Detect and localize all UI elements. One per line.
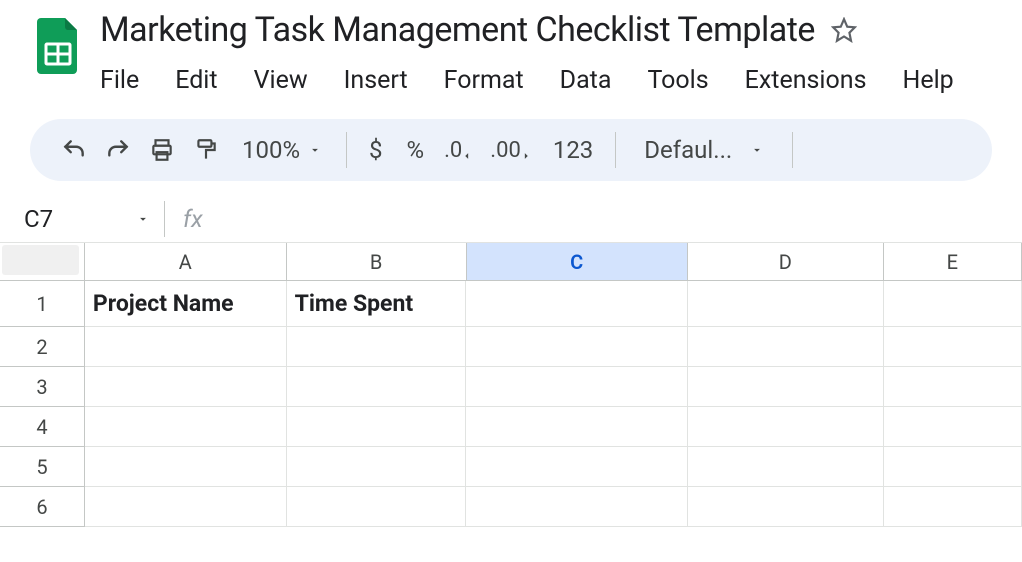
- font-name: Defaul...: [644, 136, 732, 164]
- menu-extensions[interactable]: Extensions: [727, 60, 885, 101]
- row-header[interactable]: 5: [0, 447, 85, 487]
- cell[interactable]: [287, 487, 467, 527]
- menu-file[interactable]: File: [100, 60, 157, 101]
- menu-view[interactable]: View: [236, 60, 326, 101]
- row-header[interactable]: 1: [0, 281, 85, 327]
- zoom-dropdown[interactable]: 100%: [228, 136, 336, 164]
- name-box[interactable]: C7: [0, 205, 164, 233]
- cell[interactable]: [287, 407, 467, 447]
- increase-decimal-button[interactable]: .00: [482, 128, 541, 172]
- print-button[interactable]: [140, 128, 184, 172]
- zoom-value: 100%: [242, 136, 300, 164]
- paint-format-button[interactable]: [184, 128, 228, 172]
- chevron-down-icon: [750, 143, 764, 157]
- fx-label: fx: [165, 205, 221, 233]
- spreadsheet-grid: ABCDE 1Project NameTime Spent 23456: [0, 243, 1022, 527]
- toolbar: 100% $ % .0 .00 123 Defaul...: [30, 119, 992, 181]
- cell[interactable]: [688, 487, 884, 527]
- cell[interactable]: [688, 281, 884, 327]
- cell[interactable]: [466, 447, 687, 487]
- cell[interactable]: [466, 327, 687, 367]
- cell[interactable]: Project Name: [85, 281, 287, 327]
- cell[interactable]: Time Spent: [287, 281, 467, 327]
- cell[interactable]: [466, 487, 687, 527]
- menu-bar: File Edit View Insert Format Data Tools …: [100, 60, 1022, 101]
- redo-button[interactable]: [96, 128, 140, 172]
- column-header[interactable]: E: [884, 243, 1022, 281]
- select-all-corner[interactable]: [0, 243, 85, 281]
- menu-insert[interactable]: Insert: [326, 60, 426, 101]
- column-header[interactable]: D: [688, 243, 884, 281]
- toolbar-separator: [346, 132, 347, 168]
- menu-edit[interactable]: Edit: [157, 60, 235, 101]
- cell[interactable]: [466, 407, 687, 447]
- cell-reference: C7: [24, 205, 53, 233]
- cell[interactable]: [85, 407, 287, 447]
- cell[interactable]: [688, 407, 884, 447]
- chevron-down-icon: [136, 212, 150, 226]
- cell[interactable]: [85, 327, 287, 367]
- cell[interactable]: [884, 447, 1022, 487]
- cell[interactable]: [287, 327, 467, 367]
- column-header[interactable]: B: [287, 243, 467, 281]
- cell[interactable]: [466, 367, 687, 407]
- row-header[interactable]: 2: [0, 327, 85, 367]
- undo-button[interactable]: [52, 128, 96, 172]
- more-formats-button[interactable]: 123: [541, 136, 605, 164]
- currency-format-button[interactable]: $: [357, 136, 395, 164]
- cell[interactable]: [688, 327, 884, 367]
- cell[interactable]: [688, 367, 884, 407]
- menu-data[interactable]: Data: [542, 60, 630, 101]
- cell[interactable]: [884, 327, 1022, 367]
- cell[interactable]: [884, 367, 1022, 407]
- cell[interactable]: [287, 367, 467, 407]
- row-header[interactable]: 6: [0, 487, 85, 527]
- column-header[interactable]: A: [85, 243, 287, 281]
- document-title[interactable]: Marketing Task Management Checklist Temp…: [100, 10, 815, 50]
- column-header[interactable]: C: [467, 243, 688, 281]
- row-header[interactable]: 4: [0, 407, 85, 447]
- cell[interactable]: [287, 447, 467, 487]
- menu-help[interactable]: Help: [884, 60, 971, 101]
- cell[interactable]: [884, 487, 1022, 527]
- cell[interactable]: [688, 447, 884, 487]
- chevron-down-icon: [308, 143, 322, 157]
- sheets-logo[interactable]: [30, 18, 88, 76]
- toolbar-separator: [792, 132, 793, 168]
- cell[interactable]: [884, 407, 1022, 447]
- cell[interactable]: [466, 281, 687, 327]
- cell[interactable]: [884, 281, 1022, 327]
- decrease-decimal-button[interactable]: .0: [436, 128, 482, 172]
- menu-format[interactable]: Format: [426, 60, 542, 101]
- row-header[interactable]: 3: [0, 367, 85, 407]
- font-dropdown[interactable]: Defaul...: [626, 136, 782, 164]
- formula-bar[interactable]: [221, 195, 1022, 242]
- percent-format-button[interactable]: %: [395, 136, 437, 164]
- cell[interactable]: [85, 487, 287, 527]
- cell[interactable]: [85, 367, 287, 407]
- toolbar-separator: [615, 132, 616, 168]
- menu-tools[interactable]: Tools: [629, 60, 726, 101]
- star-icon[interactable]: [831, 17, 857, 43]
- cell[interactable]: [85, 447, 287, 487]
